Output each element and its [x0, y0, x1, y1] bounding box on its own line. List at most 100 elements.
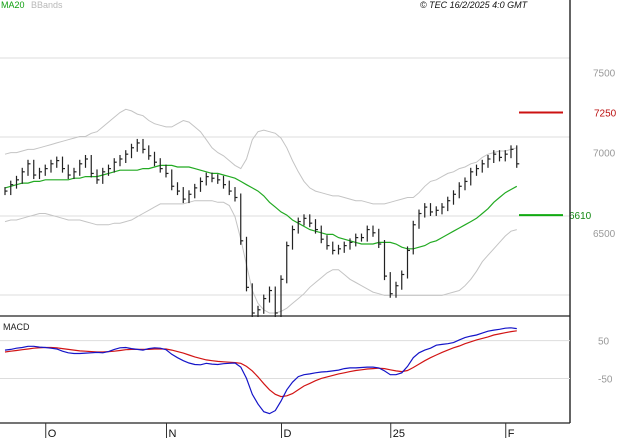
price-bar	[355, 233, 359, 247]
price-bar	[107, 164, 111, 176]
x-tick-label: F	[508, 428, 515, 440]
price-bar	[458, 182, 462, 199]
price-bar	[15, 175, 19, 189]
price-bar	[125, 150, 129, 163]
price-bar	[510, 145, 514, 159]
price-bar	[349, 238, 353, 250]
price-bar	[56, 156, 60, 168]
bbands-upper-line	[4, 108, 517, 205]
price-bar	[153, 151, 157, 167]
price-bar	[222, 175, 226, 189]
price-bar	[343, 241, 347, 253]
macd-line	[4, 327, 517, 415]
price-bar	[257, 305, 261, 318]
price-bar	[176, 182, 180, 196]
price-bar	[297, 217, 301, 234]
macd-y-tick-label: -50	[598, 374, 613, 385]
price-bar	[171, 169, 175, 191]
price-bar	[395, 281, 399, 298]
price-bar	[475, 164, 479, 176]
price-bar	[130, 143, 134, 159]
price-bar	[90, 154, 94, 178]
price-bar	[332, 241, 336, 255]
x-tick-label: D	[284, 428, 292, 440]
price-bar	[102, 167, 106, 184]
price-bar	[366, 225, 370, 242]
x-tick-label: N	[169, 428, 177, 440]
price-bar	[498, 150, 502, 162]
price-bar	[73, 167, 77, 180]
macd-title: MACD	[3, 322, 30, 332]
price-bar	[280, 275, 284, 318]
price-bar	[337, 244, 341, 255]
price-bar	[383, 240, 387, 281]
price-bar	[10, 180, 14, 196]
macd-panel: MACD 50 -50 O N D 25 F	[0, 315, 613, 440]
price-bar	[435, 206, 439, 216]
price-bar	[50, 159, 54, 173]
price-bar	[245, 236, 249, 292]
price-panel: 7500 7000 6500 7250 6610	[0, 0, 617, 423]
price-bar	[113, 158, 117, 173]
x-tick-label: 25	[393, 428, 405, 440]
copyright-text: © TEC 16/2/2025 4:0 GMT	[420, 0, 528, 10]
price-bar	[378, 228, 382, 249]
price-bar	[188, 190, 192, 204]
price-bar	[429, 203, 433, 216]
price-bar	[406, 246, 410, 279]
price-bar	[372, 225, 376, 237]
price-bar	[165, 164, 169, 178]
price-bar	[274, 286, 278, 318]
bbands-lower-line	[4, 200, 517, 314]
price-bar	[504, 150, 508, 162]
price-bar	[96, 169, 100, 184]
price-bar	[412, 220, 416, 255]
legend-bbands: BBands	[31, 0, 63, 10]
price-bar	[263, 294, 267, 314]
price-bar	[182, 187, 186, 204]
price-bar	[389, 272, 393, 298]
legend-ma20: MA20	[1, 0, 25, 10]
price-bar	[303, 214, 307, 226]
price-bar	[159, 158, 163, 173]
price-bar	[79, 159, 83, 176]
price-bar	[27, 159, 31, 176]
price-bar	[320, 225, 324, 244]
price-bar	[228, 180, 232, 196]
price-bar	[38, 167, 42, 180]
price-bar	[44, 164, 48, 176]
price-bar	[268, 286, 272, 303]
price-bar	[4, 187, 8, 196]
y-tick-label: 7500	[593, 68, 616, 79]
y-tick-label: 7000	[593, 149, 616, 160]
price-bar	[401, 270, 405, 290]
price-bar	[148, 145, 152, 160]
price-bar	[360, 233, 364, 242]
price-bar	[234, 187, 238, 202]
y-tick-label: 6500	[593, 229, 616, 240]
price-bar	[84, 154, 88, 168]
price-bar	[142, 138, 146, 154]
price-bar	[487, 154, 491, 168]
price-bar	[136, 138, 140, 152]
price-bar	[211, 172, 215, 183]
signal-line	[4, 330, 517, 398]
price-bar	[286, 241, 290, 284]
price-bar	[452, 190, 456, 205]
macd-y-tick-label: 50	[598, 337, 610, 348]
price-bar	[61, 156, 65, 173]
price-bar	[493, 150, 497, 163]
support-label: 6610	[569, 211, 592, 222]
price-bar	[67, 164, 71, 180]
price-bar	[481, 159, 485, 173]
price-bar	[470, 167, 474, 186]
price-bar	[251, 283, 255, 318]
price-bar	[194, 183, 198, 199]
price-bar	[464, 177, 468, 191]
price-bar	[326, 235, 330, 250]
price-bar	[291, 225, 295, 250]
price-bar	[199, 177, 203, 192]
price-bar	[441, 203, 445, 215]
